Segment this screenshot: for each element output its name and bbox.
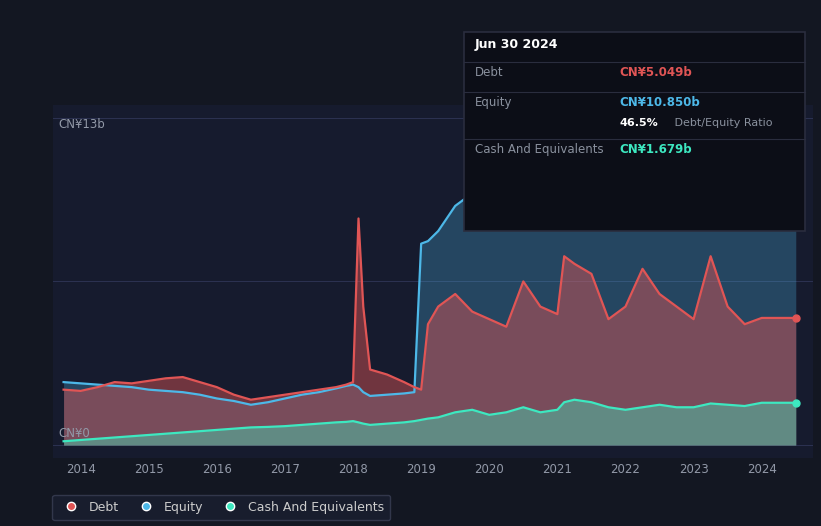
Text: Debt/Equity Ratio: Debt/Equity Ratio bbox=[671, 118, 773, 128]
Text: CN¥1.679b: CN¥1.679b bbox=[620, 143, 692, 156]
Text: Jun 30 2024: Jun 30 2024 bbox=[475, 38, 558, 52]
Text: 46.5%: 46.5% bbox=[620, 118, 658, 128]
Legend: Debt, Equity, Cash And Equivalents: Debt, Equity, Cash And Equivalents bbox=[52, 494, 390, 520]
Text: Cash And Equivalents: Cash And Equivalents bbox=[475, 143, 603, 156]
Text: Debt: Debt bbox=[475, 66, 503, 79]
Text: CN¥5.049b: CN¥5.049b bbox=[620, 66, 693, 79]
Text: Equity: Equity bbox=[475, 96, 512, 109]
Text: CN¥13b: CN¥13b bbox=[59, 118, 106, 131]
Text: CN¥0: CN¥0 bbox=[59, 427, 90, 440]
Text: CN¥10.850b: CN¥10.850b bbox=[620, 96, 700, 109]
